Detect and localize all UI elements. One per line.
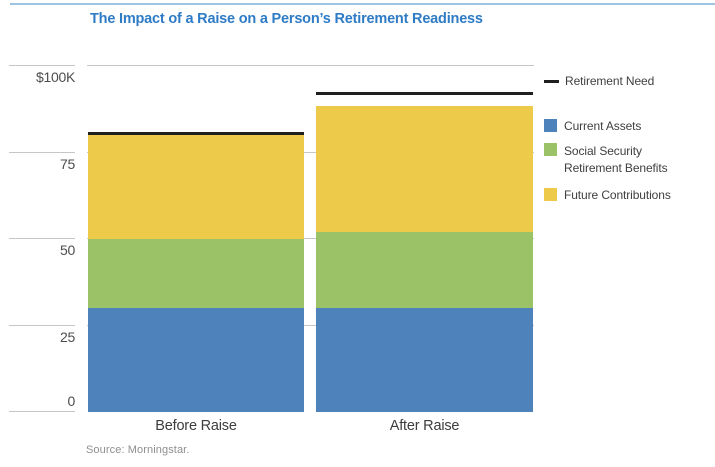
y-axis-tick — [9, 411, 75, 412]
social-security-swatch-icon — [544, 143, 557, 156]
gridline — [87, 65, 534, 66]
legend-item-social-security: Social Security Retirement Benefits — [544, 143, 710, 177]
legend-label-future-contributions: Future Contributions — [564, 188, 671, 202]
y-axis-label: 25 — [60, 328, 75, 345]
bar-segment-current-assets — [88, 308, 304, 412]
x-axis-label: After Raise — [389, 418, 460, 434]
legend-label-retirement-need: Retirement Need — [565, 74, 655, 88]
legend-label-social-security: Social Security Retirement Benefits — [564, 144, 668, 175]
bar-segment-future-contributions — [88, 135, 304, 239]
top-rule — [10, 3, 715, 5]
bar-segment-current-assets — [316, 308, 533, 412]
y-axis-label: 75 — [60, 155, 75, 172]
legend-label-current-assets: Current Assets — [564, 119, 642, 133]
y-axis-tick — [9, 151, 75, 153]
future-contributions-swatch-icon — [544, 188, 557, 201]
legend: Retirement Need Current Assets Social Se… — [544, 74, 710, 202]
legend-item-future-contributions: Future Contributions — [544, 188, 710, 202]
gridline — [87, 151, 534, 153]
retirement-need-line — [316, 92, 533, 96]
chart-title: The Impact of a Raise on a Person’s Reti… — [90, 11, 483, 27]
retirement-need-line — [88, 131, 304, 135]
bar-segment-future-contributions — [316, 105, 533, 233]
y-axis-label: $100K — [36, 69, 75, 85]
legend-item-current-assets: Current Assets — [544, 119, 710, 133]
legend-item-retirement-need: Retirement Need — [544, 74, 710, 88]
y-axis-tick — [9, 238, 75, 239]
gridline — [87, 238, 534, 239]
y-axis-label: 0 — [67, 393, 76, 409]
gridline — [87, 324, 534, 326]
y-axis-tick — [9, 65, 75, 66]
current-assets-swatch-icon — [544, 119, 557, 132]
retirement-need-line-icon — [544, 80, 559, 83]
y-axis-tick — [9, 324, 75, 326]
bar-segment-social-security-retirement-benefits — [88, 239, 304, 309]
y-axis-label: 50 — [60, 242, 75, 258]
source-note: Source: Morningstar. — [86, 444, 190, 456]
x-axis-label: Before Raise — [155, 418, 237, 434]
bar-segment-social-security-retirement-benefits — [316, 232, 533, 309]
